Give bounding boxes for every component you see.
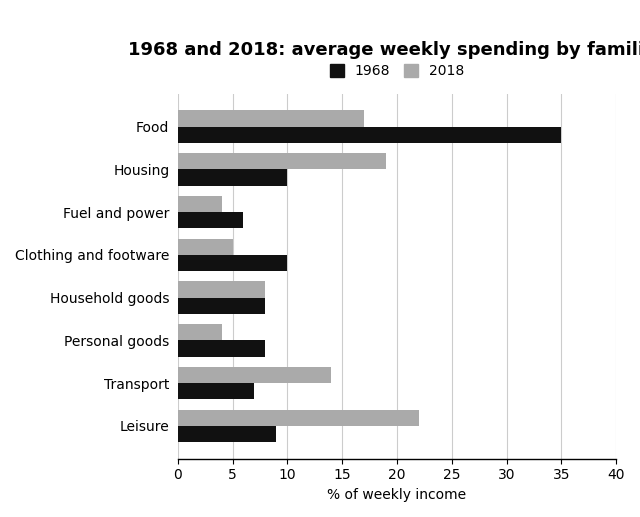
Bar xyxy=(178,212,243,229)
Bar xyxy=(178,110,364,127)
Title: 1968 and 2018: average weekly spending by families: 1968 and 2018: average weekly spending b… xyxy=(127,41,640,59)
Bar xyxy=(178,340,266,357)
Bar xyxy=(178,324,221,340)
Bar xyxy=(178,170,287,186)
Legend: 1968, 2018: 1968, 2018 xyxy=(330,64,464,78)
Bar xyxy=(178,409,419,426)
Bar xyxy=(178,383,255,399)
Bar xyxy=(178,127,561,143)
Bar xyxy=(178,196,221,212)
X-axis label: % of weekly income: % of weekly income xyxy=(328,488,467,502)
Bar xyxy=(178,255,287,271)
Bar xyxy=(178,298,266,314)
Bar xyxy=(178,239,232,255)
Bar xyxy=(178,281,266,298)
Bar xyxy=(178,153,386,170)
Bar xyxy=(178,426,276,442)
Bar xyxy=(178,367,331,383)
